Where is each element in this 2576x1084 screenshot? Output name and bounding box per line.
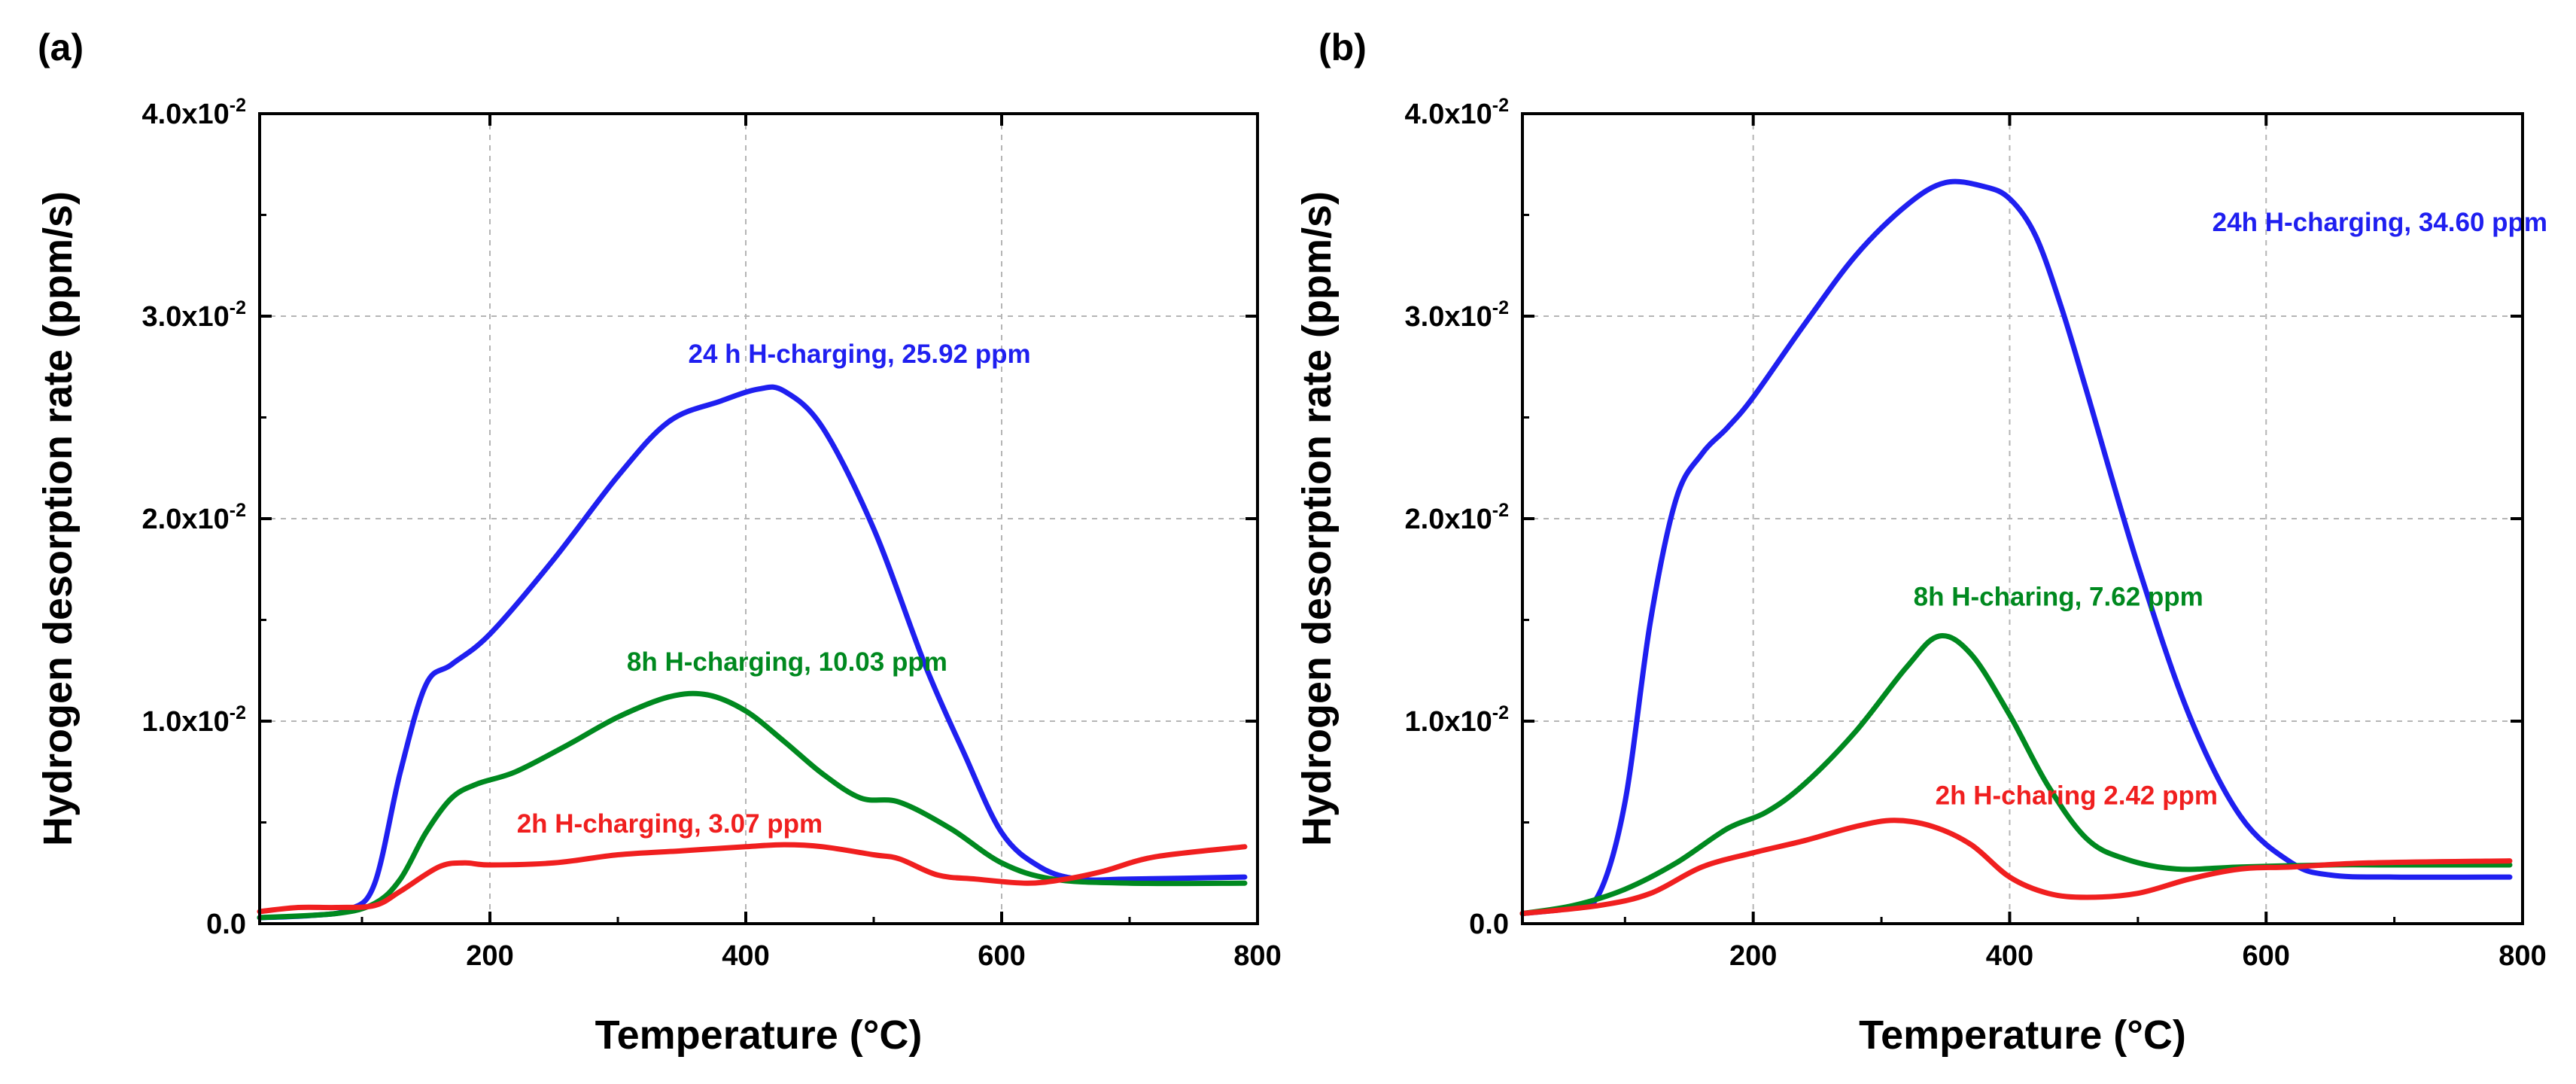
- y-tick-base: 4.0x10: [1405, 99, 1492, 130]
- series-annotation: 24 h H-charging, 25.92 ppm: [689, 340, 1031, 369]
- x-tick-label: 400: [722, 940, 769, 972]
- y-tick-base: 0.0: [206, 909, 246, 940]
- y-tick-base: 3.0x10: [142, 301, 230, 333]
- y-tick-label: 2.0x10-2: [142, 500, 246, 535]
- y-tick-exponent: -2: [1492, 95, 1509, 116]
- y-tick-label: 4.0x10-2: [1405, 95, 1509, 130]
- series-line: [257, 842, 1248, 915]
- y-tick-label: 0.0: [206, 909, 246, 940]
- series-line: [1519, 633, 2513, 916]
- y-tick-exponent: -2: [230, 702, 246, 723]
- y-tick-exponent: -2: [1492, 500, 1509, 521]
- x-tick-label: 600: [2243, 940, 2290, 972]
- y-tick-exponent: -2: [1492, 297, 1509, 318]
- y-tick-label: 3.0x10-2: [142, 297, 246, 333]
- chart-panel-a: (a) 24 h H-charging, 25.92 ppm 8h H-chargi…: [35, 26, 1282, 1058]
- y-tick-label: 4.0x10-2: [142, 95, 246, 130]
- x-tick-label: 800: [1233, 940, 1281, 972]
- y-tick-label: 2.0x10-2: [1405, 500, 1509, 535]
- y-tick-base: 3.0x10: [1405, 301, 1492, 333]
- x-tick-label: 400: [1986, 940, 2033, 972]
- y-tick-exponent: -2: [230, 95, 246, 116]
- series-line: [257, 690, 1248, 921]
- y-axis-title: Hydrogen desorption rate (ppm/s): [1294, 191, 1340, 846]
- y-tick-base: 0.0: [1469, 909, 1509, 940]
- x-tick-label: 200: [1729, 940, 1777, 972]
- series-line: [1519, 818, 2513, 916]
- y-tick-base: 1.0x10: [1405, 706, 1492, 738]
- series-annotation: 8h H-charging, 10.03 ppm: [627, 647, 947, 677]
- chart-panel-b: (b) 24h H-charging, 34.60 ppm 8h H-charing…: [1294, 26, 2547, 1058]
- y-tick-exponent: -2: [230, 500, 246, 521]
- y-tick-base: 1.0x10: [142, 706, 230, 738]
- series-line: [1519, 178, 2513, 916]
- y-tick-label: 0.0: [1469, 909, 1509, 940]
- x-tick-label: 200: [466, 940, 513, 972]
- y-tick-base: 4.0x10: [142, 99, 230, 130]
- y-tick-label: 3.0x10-2: [1405, 297, 1509, 333]
- x-tick-label: 800: [2498, 940, 2546, 972]
- x-tick-label: 600: [978, 940, 1025, 972]
- panel-label: (b): [1318, 26, 1367, 69]
- series-annotation: 24h H-charging, 34.60 ppm: [2213, 208, 2547, 237]
- series-annotation: 2h H-charging, 3.07 ppm: [517, 809, 823, 839]
- series-annotation: 8h H-charing, 7.62 ppm: [1914, 583, 2203, 612]
- series-line: [257, 384, 1248, 921]
- panel-label: (a): [38, 26, 84, 69]
- y-tick-label: 1.0x10-2: [1405, 702, 1509, 738]
- y-tick-base: 2.0x10: [1405, 504, 1492, 535]
- y-tick-base: 2.0x10: [142, 504, 230, 535]
- y-tick-exponent: -2: [1492, 702, 1509, 723]
- series-annotation: 2h H-charing 2.42 ppm: [1936, 781, 2218, 810]
- x-axis-title: Temperature (°C): [1859, 1012, 2186, 1058]
- x-axis-title: Temperature (°C): [595, 1012, 923, 1058]
- y-tick-label: 1.0x10-2: [142, 702, 246, 738]
- y-axis-title: Hydrogen desorption rate (ppm/s): [35, 191, 81, 846]
- y-tick-exponent: -2: [230, 297, 246, 318]
